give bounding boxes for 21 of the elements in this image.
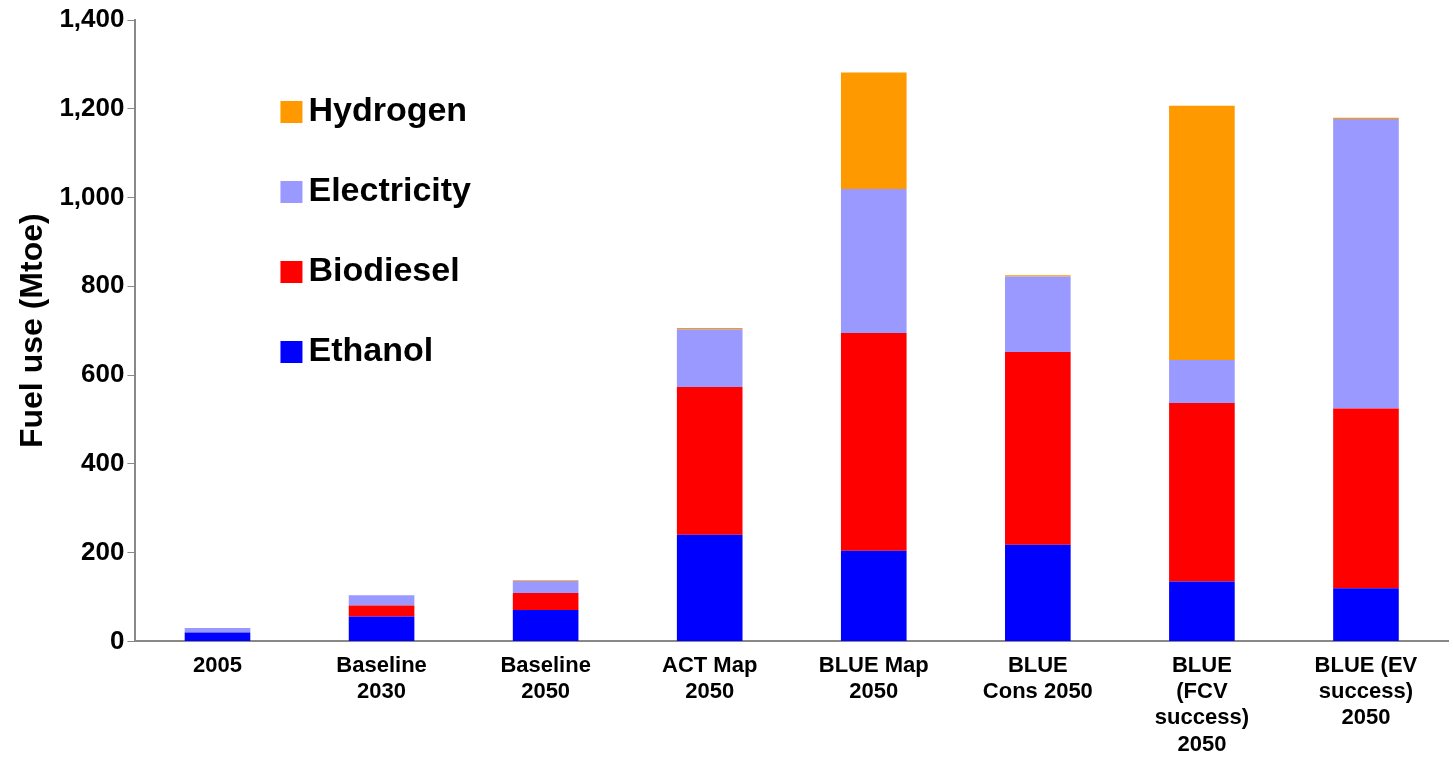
- y-tick-label: 400: [81, 447, 125, 478]
- x-tick-label: 2005: [193, 651, 242, 677]
- x-tick-label: Baseline 2030: [336, 651, 427, 704]
- legend-label: Hydrogen: [308, 90, 468, 129]
- legend-label: Biodiesel: [308, 250, 460, 289]
- y-tick-label: 800: [81, 269, 125, 300]
- legend-label: Electricity: [308, 170, 472, 209]
- y-tick-label: 200: [81, 535, 125, 566]
- x-tick-label: Baseline 2050: [500, 651, 591, 704]
- x-tick-label: BLUE (FCV success) 2050: [1154, 651, 1249, 756]
- legend-label: Ethanol: [308, 330, 434, 369]
- x-tick-label: ACT Map 2050: [662, 651, 758, 704]
- y-tick-label: 1,400: [59, 3, 125, 34]
- y-tick-label: 0: [109, 624, 125, 655]
- y-tick-label: 1,200: [59, 91, 125, 122]
- y-axis-title: Fuel use (Mtoe): [13, 213, 50, 449]
- x-tick-label: BLUE (EV success) 2050: [1314, 651, 1418, 730]
- y-tick-label: 600: [81, 358, 125, 389]
- y-tick-label: 1,000: [59, 180, 125, 211]
- x-tick-label: BLUE Map 2050: [818, 651, 929, 704]
- x-tick-label: BLUE Cons 2050: [982, 651, 1093, 704]
